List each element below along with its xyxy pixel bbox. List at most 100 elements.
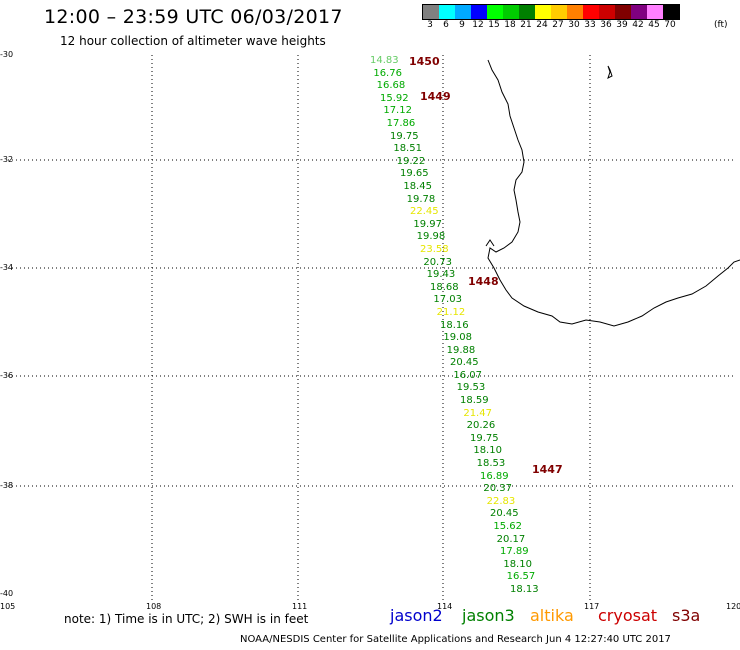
- longitude-label: 120: [726, 602, 740, 611]
- wave-height-value: 19.75: [390, 130, 419, 142]
- legend-swatch: [519, 5, 535, 19]
- satellite-name: s3a: [672, 606, 701, 625]
- legend-value-label: 30: [568, 20, 580, 30]
- wave-height-value: 17.03: [433, 294, 462, 306]
- longitude-label: 114: [437, 602, 453, 611]
- latitude-label: -38: [0, 481, 14, 490]
- wave-height-value: 23.58: [420, 243, 449, 255]
- latitude-label: -30: [0, 50, 14, 59]
- legend-swatch: [567, 5, 583, 19]
- legend-swatch: [599, 5, 615, 19]
- wave-height-value: 19.22: [396, 155, 426, 167]
- map-title: 12:00 – 23:59 UTC 06/03/2017: [44, 6, 343, 28]
- wave-height-legend: [422, 4, 680, 20]
- wave-height-value: 18.53: [476, 458, 506, 470]
- units-note: note: 1) Time is in UTC; 2) SWH is in fe…: [64, 612, 309, 626]
- wave-height-value: 15.92: [380, 92, 409, 104]
- legend-swatch: [423, 5, 439, 19]
- pass-number: 1450: [409, 55, 440, 68]
- wave-height-value: 16.89: [480, 470, 509, 482]
- wave-height-value: 20.26: [466, 420, 496, 432]
- legend-labels: 3 6 9 12 15 18 21 24 27 30 33 36 39 42 45 70: [422, 20, 740, 32]
- wave-height-value: 19.75: [470, 432, 499, 444]
- legend-value-label: 15: [488, 20, 500, 30]
- longitude-label: 111: [292, 602, 308, 611]
- wave-height-value: 20.17: [496, 533, 526, 545]
- latitude-label: -34: [0, 263, 14, 272]
- legend-value-label: 42: [632, 20, 644, 30]
- wave-height-value: 22.83: [486, 495, 516, 507]
- longitude-label: 108: [146, 602, 162, 611]
- legend-value-label: 39: [616, 20, 628, 30]
- legend-unit: (ft): [714, 20, 728, 30]
- legend-value-label: 3: [427, 20, 433, 30]
- wave-height-value: 18.51: [393, 143, 422, 155]
- footer-credit: NOAA/NESDIS Center for Satellite Applica…: [240, 634, 671, 645]
- legend-swatch: [487, 5, 503, 19]
- wave-height-value: 20.45: [450, 357, 479, 369]
- wave-height-value: 22.45: [410, 206, 439, 218]
- legend-swatch: [647, 5, 663, 19]
- wave-height-value: 21.12: [436, 306, 466, 318]
- legend-value-label: 6: [443, 20, 449, 30]
- pass-number: 1448: [468, 275, 499, 288]
- wave-height-value: 16.07: [453, 369, 482, 381]
- wave-height-value: 19.88: [446, 344, 476, 356]
- latitude-label: -32: [0, 155, 14, 164]
- legend-swatch: [631, 5, 647, 19]
- wave-height-value: 14.83: [370, 55, 399, 66]
- longitude-label: 105: [0, 602, 16, 611]
- wave-height-value: 18.45: [403, 180, 432, 192]
- legend-swatch: [471, 5, 487, 19]
- legend-swatch: [551, 5, 567, 19]
- legend-swatch: [503, 5, 519, 19]
- legend-value-label: 21: [520, 20, 532, 30]
- wave-height-value: 17.12: [383, 105, 412, 117]
- wave-height-value: 16.76: [373, 67, 402, 79]
- wave-height-value: 15.62: [493, 521, 522, 533]
- legend-value-label: 33: [584, 20, 596, 30]
- map-subtitle: 12 hour collection of altimeter wave hei…: [60, 34, 326, 48]
- wave-height-value: 18.10: [473, 445, 502, 457]
- legend-swatch: [535, 5, 551, 19]
- island: [607, 65, 613, 79]
- lat-lon-grid: [8, 55, 734, 600]
- legend-value-label: 70: [664, 20, 676, 30]
- coast-inlet: [485, 239, 495, 247]
- wave-height-value: 19.98: [416, 231, 446, 243]
- legend-swatch: [583, 5, 599, 19]
- wave-height-value: 19.78: [406, 193, 436, 205]
- legend-value-label: 45: [648, 20, 660, 30]
- pass-number: 1449: [420, 90, 451, 103]
- legend-swatch: [663, 5, 679, 19]
- legend-value-label: 24: [536, 20, 548, 30]
- wave-height-value: 19.43: [426, 269, 456, 281]
- wave-height-value: 19.53: [456, 382, 486, 394]
- satellite-name: altika: [530, 606, 574, 625]
- longitude-label: 117: [584, 602, 600, 611]
- wave-height-value: 16.68: [376, 80, 406, 92]
- wave-height-value: 16.57: [506, 571, 536, 583]
- legend-swatch: [455, 5, 471, 19]
- wave-height-value: 19.08: [443, 332, 472, 344]
- legend-swatch: [439, 5, 455, 19]
- legend-value-label: 9: [459, 20, 465, 30]
- legend-swatch: [615, 5, 631, 19]
- wave-height-value: 18.13: [510, 584, 539, 595]
- legend-value-label: 36: [600, 20, 612, 30]
- pass-number: 1447: [532, 463, 563, 476]
- legend-value-label: 27: [552, 20, 564, 30]
- wave-height-value: 20.37: [483, 483, 512, 495]
- legend-value-label: 18: [504, 20, 516, 30]
- legend-value-label: 12: [472, 20, 484, 30]
- wave-height-value: 18.16: [440, 319, 469, 331]
- wave-height-value: 20.45: [490, 508, 519, 520]
- wave-height-value: 20.73: [423, 256, 452, 268]
- coastline: [487, 59, 740, 327]
- latitude-label: -40: [0, 589, 14, 598]
- latitude-label: -36: [0, 371, 14, 380]
- wave-height-value: 18.68: [430, 281, 459, 293]
- wave-height-value: 18.59: [460, 395, 489, 407]
